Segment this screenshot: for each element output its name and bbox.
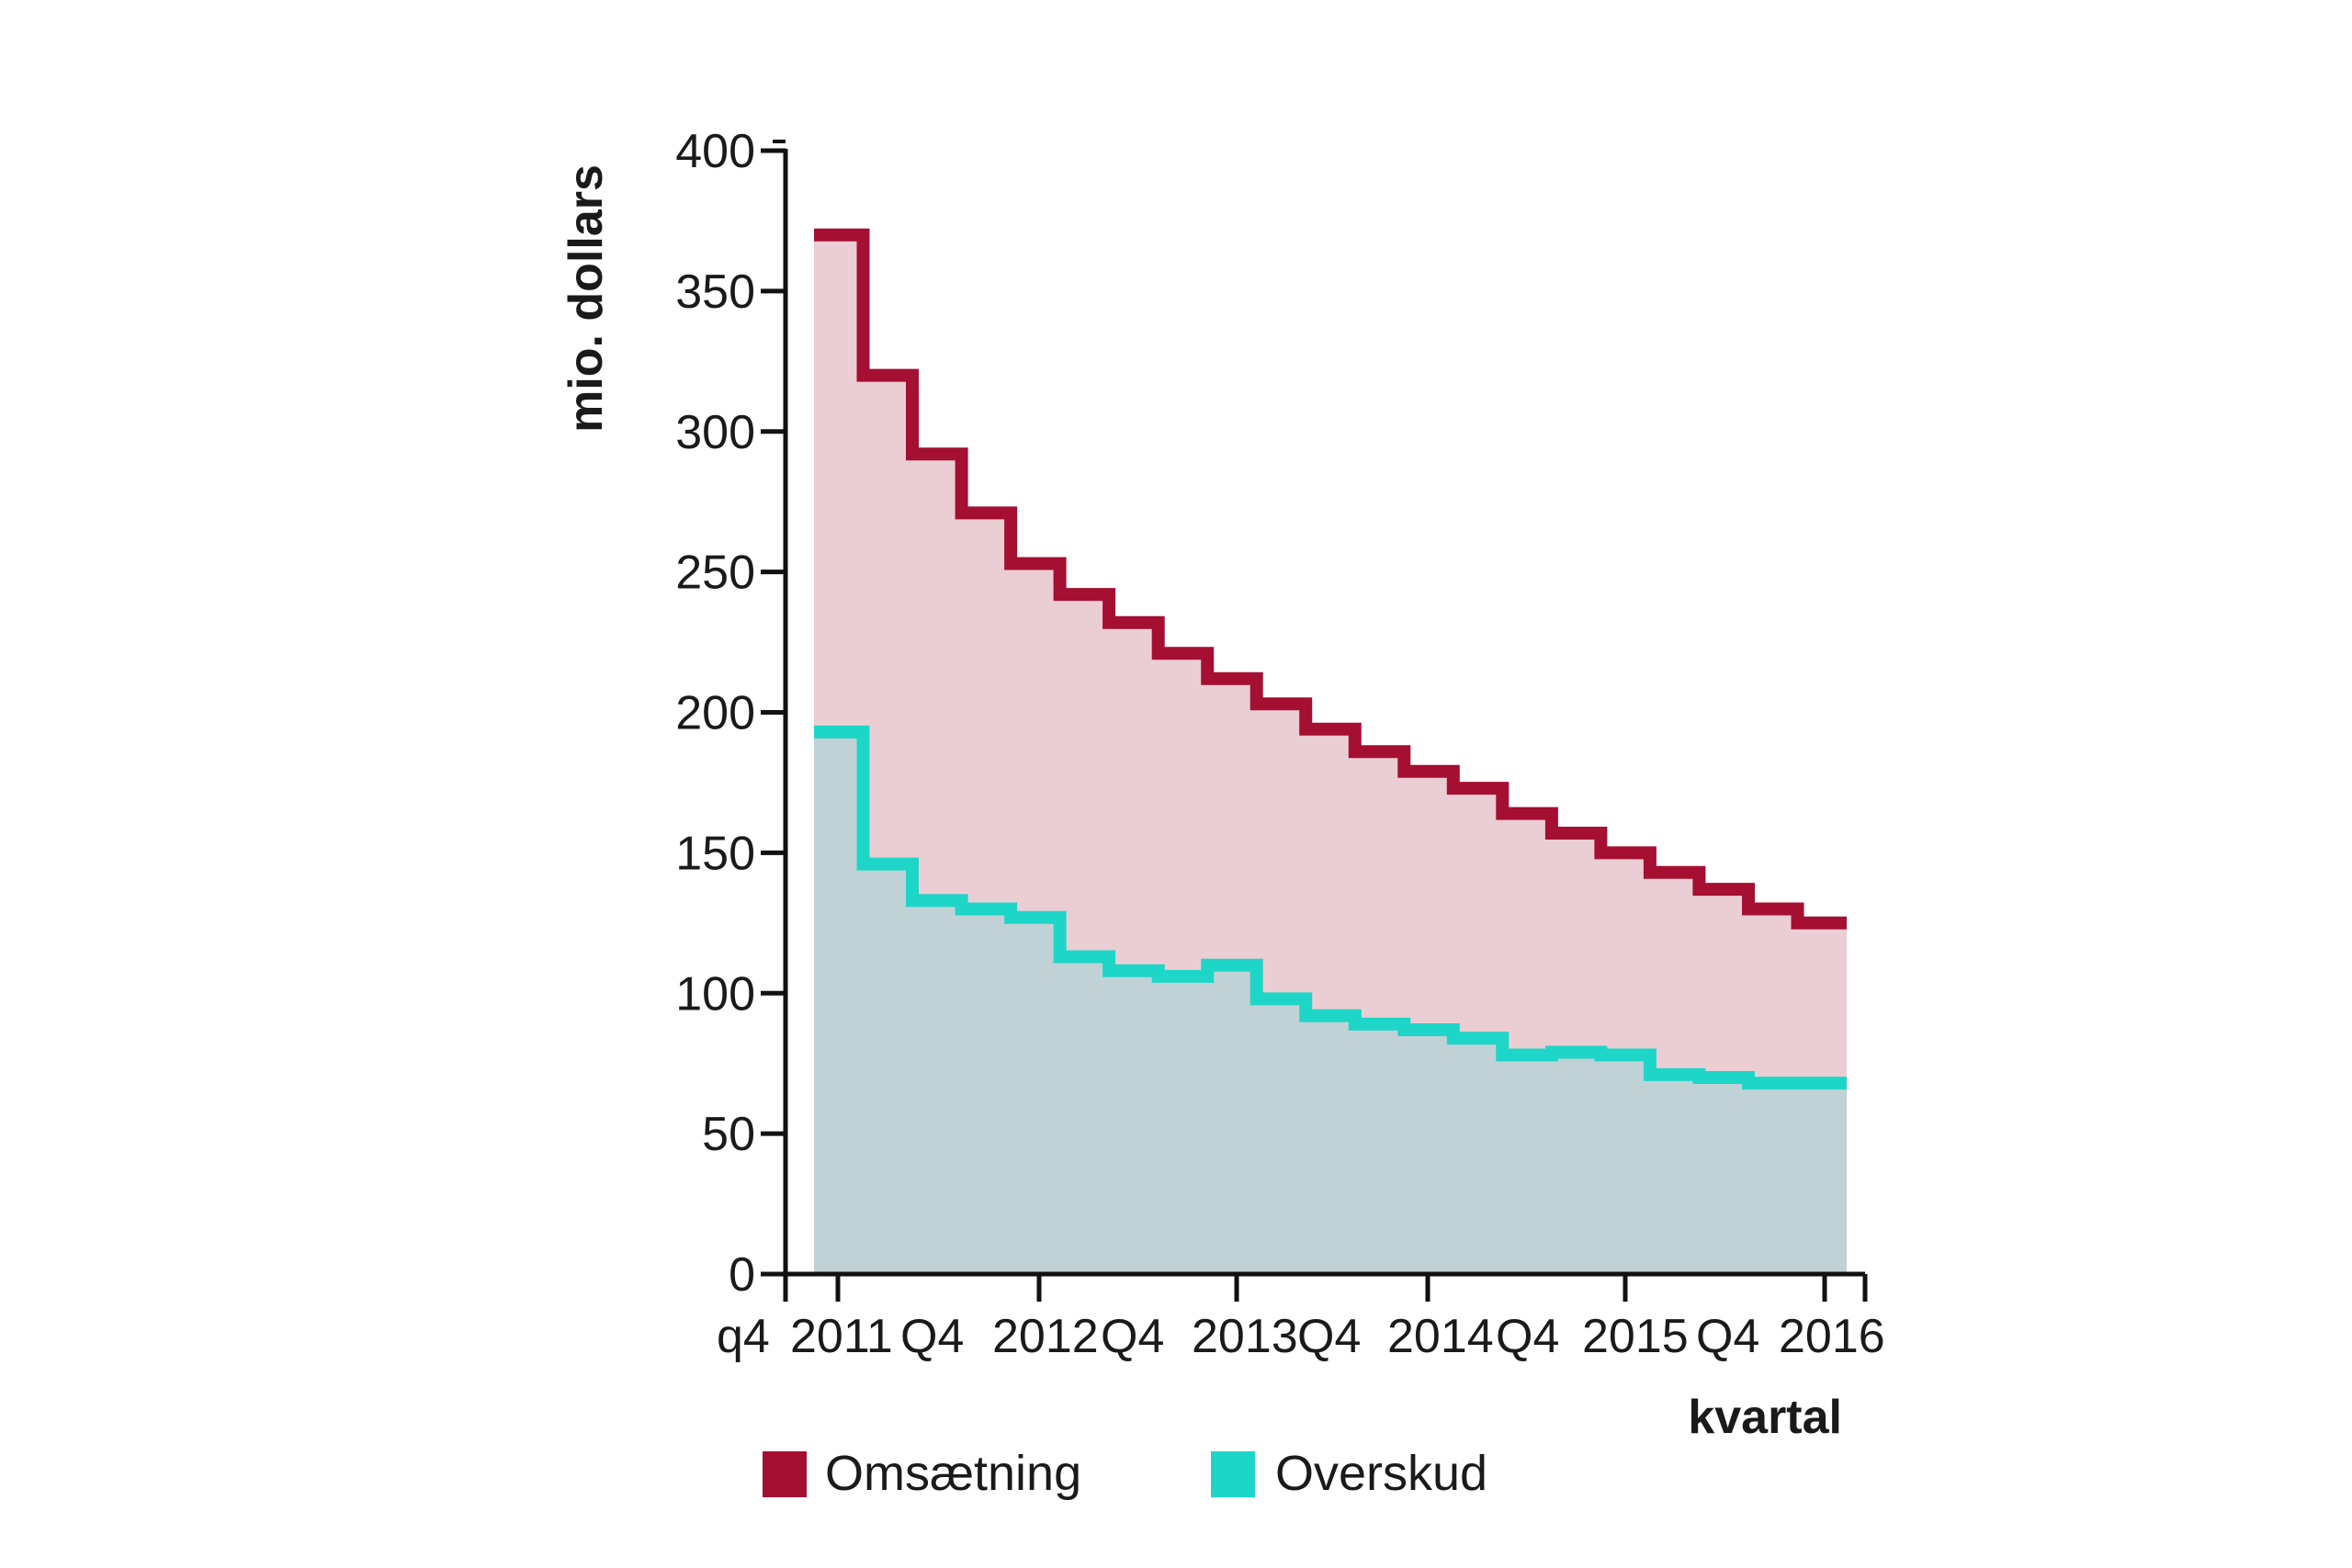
y-tick-label: 350: [675, 265, 755, 319]
x-axis-title: kvartal: [1688, 1391, 1842, 1444]
legend-label-overskud: Overskud: [1275, 1446, 1487, 1501]
x-tick-label: Q4: [1696, 1310, 1759, 1363]
y-tick-label: 0: [729, 1248, 755, 1302]
y-tick-label: 300: [675, 406, 755, 459]
x-axis: q4 2011 Q4 2012 Q4 2013 Q4 2014 Q4 2015 Q4 2016: [717, 1271, 1885, 1363]
y-tick-label: 150: [675, 827, 755, 880]
y-tick-label: 250: [675, 547, 755, 600]
x-tick-label: Q4: [1297, 1310, 1361, 1363]
x-tick-label: 2014: [1387, 1310, 1494, 1363]
y-tick-label: 200: [675, 687, 755, 740]
legend-swatch-overskud: [1211, 1451, 1255, 1497]
x-tick-label: 2012: [992, 1310, 1099, 1363]
line-omsaetning: [814, 228, 1847, 930]
legend-swatch-omsaetning: [763, 1451, 807, 1497]
x-tick-label: Q4: [1101, 1310, 1164, 1363]
x-tick-label: 2013: [1192, 1310, 1298, 1363]
chart-lines: [814, 228, 1847, 1090]
y-tick-label: 50: [702, 1108, 755, 1161]
legend-label-omsaetning: Omsætning: [825, 1446, 1081, 1501]
y-axis-title: mio. dollars: [560, 164, 613, 433]
x-tick-label: Q4: [900, 1310, 964, 1363]
y-tick-label: 400: [675, 125, 755, 178]
x-tick-label: Q4: [1496, 1310, 1559, 1363]
line-overskud: [814, 725, 1847, 1090]
y-tick-label: 100: [675, 967, 755, 1021]
legend: Omsætning Overskud: [763, 1446, 1487, 1501]
x-tick-label: 2016: [1779, 1310, 1885, 1363]
x-tick-label: q4: [717, 1310, 770, 1363]
x-tick-label: 2011: [790, 1310, 893, 1363]
area-overskud: [814, 731, 1847, 1274]
chart-areas: [814, 234, 1847, 1275]
y-axis: 0 50 100 150 200 250 300 350 400: [675, 125, 788, 1302]
x-tick-label: 2015: [1582, 1310, 1689, 1363]
